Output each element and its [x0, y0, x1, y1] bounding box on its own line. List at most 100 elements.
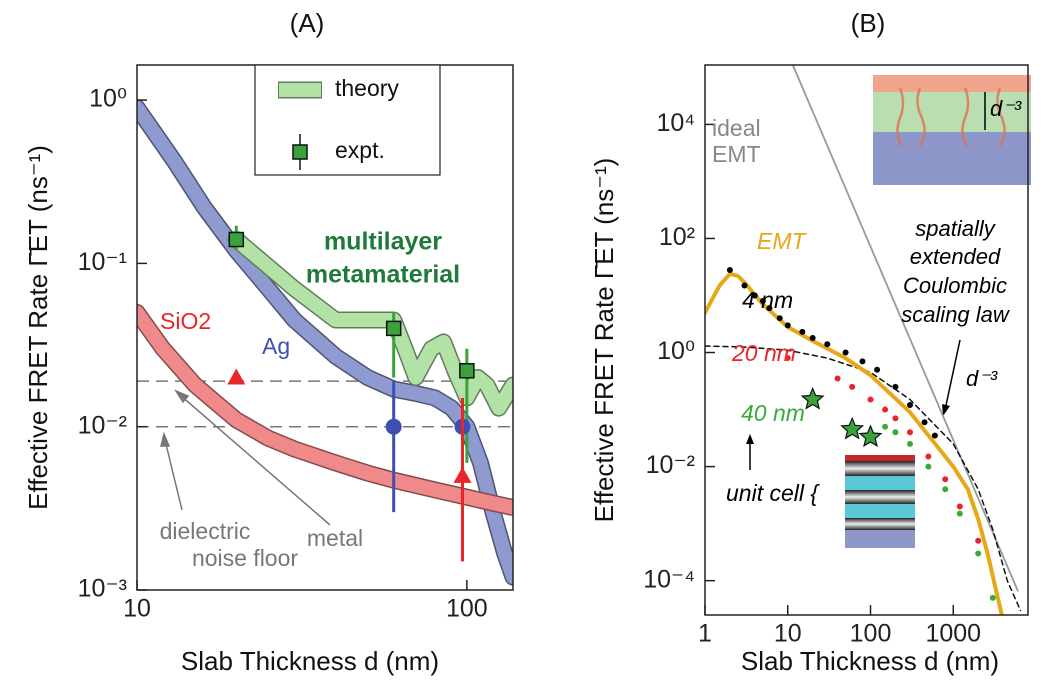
marker-square: [228, 231, 245, 248]
marker-dot: [942, 486, 949, 493]
annotation: 4 nm: [742, 287, 793, 313]
marker-dot: [882, 423, 889, 430]
annotation: SiO2: [160, 308, 211, 334]
y-tick-label: 10⁻²: [646, 451, 695, 479]
inset-schematic: [746, 75, 1031, 548]
x-tick-label: 10: [774, 620, 802, 648]
marker-dot: [751, 292, 758, 299]
marker-dot: [925, 463, 932, 470]
marker-square: [385, 320, 402, 337]
marker-dot: [874, 366, 881, 373]
y-tick-label: 10²: [659, 223, 695, 251]
marker-dot: [776, 315, 783, 322]
annotation: Coulombic: [903, 273, 1007, 298]
annotation: scaling law: [901, 302, 1011, 327]
y-tick-label: 10⁻²: [78, 411, 127, 439]
annotation: EMT: [757, 228, 808, 254]
legend-label: expt.: [335, 137, 385, 163]
annotation: EMT: [712, 141, 761, 167]
marker-dot: [741, 282, 748, 289]
marker-dot: [842, 349, 849, 356]
y-tick-label: 10⁻⁴: [643, 565, 695, 593]
panel: (B) Slab Thickness d (nm) Effective FRET R…: [589, 8, 1029, 676]
marker-dot: [867, 396, 874, 403]
legend-swatch: [292, 144, 308, 160]
plot-area: [705, 65, 1022, 615]
band: [137, 100, 513, 585]
marker-dot: [975, 537, 982, 544]
annotation: ideal: [712, 115, 761, 141]
annotation: Ag: [262, 333, 290, 359]
x-tick-label: 100: [850, 620, 892, 648]
marker-dot: [809, 334, 816, 341]
marker-star: [840, 416, 865, 440]
marker-dot: [921, 419, 928, 426]
y-tick-label: 10⁻¹: [78, 248, 127, 276]
x-axis-label: Slab Thickness d (nm): [741, 646, 999, 676]
marker-dot: [906, 402, 913, 409]
marker-square: [459, 363, 475, 379]
marker-dot: [859, 358, 866, 365]
panel-title: (A): [290, 8, 325, 38]
marker-triangle: [453, 466, 472, 483]
y-tick-label: 10⁻³: [78, 575, 127, 603]
marker-dot: [882, 406, 889, 413]
marker-triangle: [227, 368, 246, 385]
marker-dot: [726, 266, 733, 273]
annotation: multilayer: [324, 228, 442, 256]
y-tick-label: 10⁰: [89, 85, 127, 113]
marker-dot: [784, 355, 791, 362]
y-tick-label: 10⁴: [656, 109, 695, 137]
marker-dot: [975, 550, 982, 557]
annotation: 20 nm: [731, 340, 796, 366]
annotation: metal: [307, 525, 363, 551]
panel-title: (B): [851, 8, 886, 38]
marker-dot: [906, 429, 913, 436]
marker-dot: [766, 305, 773, 312]
annotation: spatially: [915, 216, 996, 241]
marker-dot: [834, 375, 841, 382]
x-tick-label: 1: [698, 620, 712, 648]
plot-frame: [704, 64, 1029, 616]
line: [705, 345, 1022, 612]
marker-dot: [892, 429, 899, 436]
marker-dot: [799, 328, 806, 335]
marker-dot: [892, 383, 899, 390]
legend-label: theory: [335, 75, 399, 101]
marker-dot: [989, 594, 996, 601]
marker-dot: [784, 322, 791, 329]
x-tick-label: 100: [446, 595, 488, 623]
marker-circle: [385, 418, 402, 435]
marker-dot: [925, 453, 932, 460]
y-axis-label: Effective FRET Rate Γ̄ET (ns⁻¹): [589, 158, 619, 523]
plot-area: [137, 99, 513, 586]
marker-star: [800, 386, 825, 410]
y-axis-label: Effective FRET Rate Γ̄ET (ns⁻¹): [23, 145, 53, 510]
marker-dot: [892, 415, 899, 422]
x-axis-label: Slab Thickness d (nm): [181, 646, 439, 676]
line: [791, 65, 1019, 592]
marker-dot: [931, 432, 938, 439]
annotation: noise floor: [192, 545, 298, 571]
annotation: d⁻³: [966, 366, 998, 391]
band: [229, 232, 513, 416]
annotation: extended: [910, 244, 1001, 269]
marker-dot: [956, 503, 963, 510]
y-tick-label: 10⁰: [657, 337, 695, 365]
marker-star: [858, 424, 883, 448]
annotation: 40 nm: [741, 400, 805, 426]
line: [705, 271, 1004, 615]
annotation: d⁻³: [990, 96, 1022, 121]
panel: (A) Slab Thickness d (nm) Effective FRET R…: [23, 8, 514, 676]
x-tick-label: 1000: [925, 620, 981, 648]
marker-dot: [956, 510, 963, 517]
arrows: [160, 389, 331, 526]
x-tick-label: 10: [123, 595, 151, 623]
marker-dot: [942, 476, 949, 483]
marker-dot: [759, 298, 766, 305]
annotation: unit cell {: [726, 480, 820, 506]
annotation: dielectric: [160, 518, 251, 544]
marker-dot: [849, 383, 856, 390]
marker-dot: [824, 341, 831, 348]
